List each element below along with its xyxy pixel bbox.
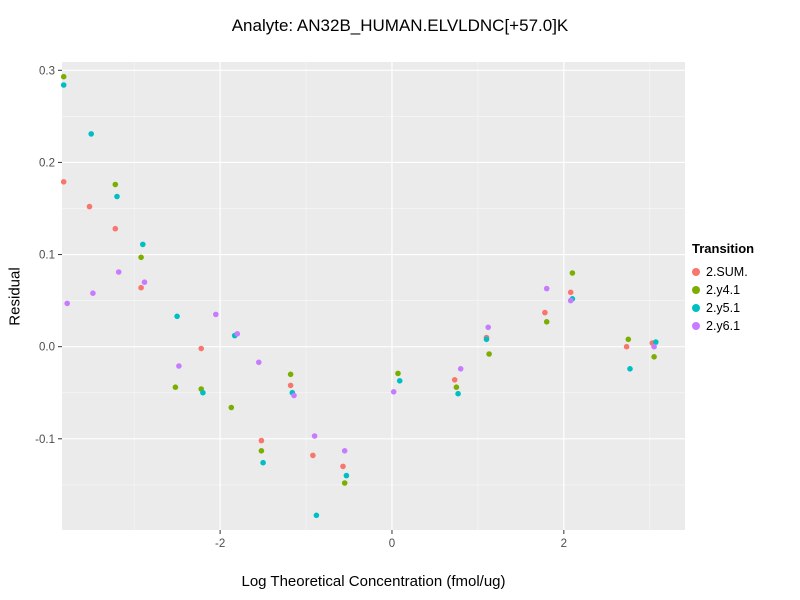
legend-key-dot (692, 268, 700, 276)
data-point (114, 193, 120, 200)
data-point (172, 384, 179, 391)
data-point (115, 269, 122, 275)
data-point (451, 377, 458, 383)
legend-label: 2.y6.1 (706, 319, 741, 333)
data-point (453, 384, 460, 391)
data-point (213, 311, 219, 318)
data-point (86, 203, 93, 210)
data-point (112, 225, 119, 232)
data-point (287, 371, 294, 378)
data-point (258, 448, 265, 454)
data-point (625, 336, 632, 343)
data-point (543, 285, 550, 292)
data-point (341, 448, 348, 454)
data-point (138, 254, 144, 261)
data-point (258, 437, 265, 444)
legend-label: 2.y4.1 (706, 283, 741, 297)
data-point (340, 463, 346, 470)
plot-title: Analyte: AN32B_HUMAN.ELVLDNC[+57.0]K (231, 16, 569, 35)
data-point (569, 270, 576, 276)
data-point (138, 284, 144, 291)
data-point (310, 452, 316, 459)
legend-item: 2.y5.1 (692, 299, 754, 317)
data-point (651, 354, 657, 360)
data-point (60, 179, 67, 185)
legend-items: 2.SUM. 2.y4.1 2.y5.1 2.y6.1 (692, 263, 754, 335)
data-point (200, 389, 206, 396)
data-point (486, 351, 492, 357)
y-tick-label: 0.3 (39, 65, 55, 77)
legend-item: 2.y6.1 (692, 317, 754, 335)
data-point (176, 363, 182, 369)
data-point (313, 512, 320, 519)
legend-item: 2.SUM. (692, 263, 754, 281)
x-axis-label: Log Theoretical Concentration (fmol/ug) (241, 573, 506, 590)
data-point (567, 297, 574, 304)
y-tick-label: 0.0 (39, 342, 55, 354)
x-tick-label: 0 (389, 538, 395, 550)
data-point (343, 472, 350, 479)
data-point (653, 339, 659, 345)
data-point (390, 389, 397, 395)
legend-item: 2.y4.1 (692, 281, 754, 299)
data-point (260, 459, 266, 466)
y-tick-label: -0.1 (35, 434, 55, 446)
y-tick-label: 0.1 (39, 250, 55, 262)
legend-label: 2.y5.1 (706, 301, 741, 315)
data-point (311, 433, 318, 439)
data-point (60, 82, 67, 88)
data-point (396, 378, 403, 384)
x-tick-label: 2 (561, 538, 567, 550)
data-point (141, 279, 148, 286)
legend-title: Transition (692, 241, 755, 256)
legend-key-dot (692, 322, 700, 330)
data-point (341, 480, 348, 486)
data-point (457, 366, 464, 372)
data-point (623, 343, 630, 350)
data-point (198, 345, 204, 352)
legend-key-dot (692, 286, 700, 294)
y-tick-label: 0.2 (39, 157, 55, 169)
plot-panel (62, 62, 685, 530)
data-point (174, 313, 180, 320)
data-point (543, 319, 550, 325)
data-point (88, 131, 94, 137)
data-point (140, 241, 146, 248)
legend-key-dot (692, 304, 700, 312)
data-point (483, 336, 490, 343)
data-point (112, 181, 119, 188)
data-point (627, 366, 633, 372)
data-point (60, 73, 67, 80)
data-point (542, 309, 548, 316)
data-point (287, 382, 294, 389)
data-point (291, 392, 297, 399)
data-point (255, 359, 262, 366)
data-point (485, 324, 492, 331)
data-point (228, 404, 235, 411)
data-point (90, 290, 96, 297)
legend-label: 2.SUM. (706, 265, 748, 279)
data-point (395, 370, 401, 377)
data-point (651, 343, 657, 350)
data-point (64, 300, 70, 307)
x-tick-label: -2 (215, 538, 225, 550)
legend: Transition 2.SUM. 2.y4.1 2.y5.1 2.y6.1 (692, 241, 754, 335)
data-point (234, 331, 241, 337)
data-point (455, 390, 461, 397)
data-point (567, 289, 574, 296)
